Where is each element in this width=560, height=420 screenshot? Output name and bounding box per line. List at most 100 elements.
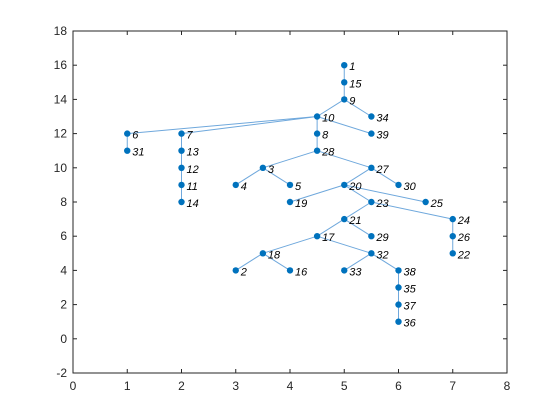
edge-21-17 xyxy=(316,218,345,237)
node-label-19: 19 xyxy=(295,198,307,210)
node-label-23: 23 xyxy=(375,198,389,210)
node-39 xyxy=(368,130,375,137)
node-9 xyxy=(341,96,348,103)
node-label-33: 33 xyxy=(349,266,362,278)
node-label-35: 35 xyxy=(404,284,417,296)
y-tick-label: 8 xyxy=(60,195,67,209)
y-tick-label: -2 xyxy=(56,366,67,380)
edge-10-39 xyxy=(316,116,372,135)
node-19 xyxy=(286,198,294,206)
node-34 xyxy=(368,113,375,120)
y-tick-label: 16 xyxy=(54,58,68,72)
node-label-9: 9 xyxy=(349,95,355,107)
edge-20-25 xyxy=(344,184,426,203)
node-label-22: 22 xyxy=(457,249,470,261)
y-tick-label: 14 xyxy=(54,92,68,106)
node-13 xyxy=(178,147,185,154)
node-label-2: 2 xyxy=(240,266,247,278)
x-tick-label: 7 xyxy=(449,379,456,393)
node-label-3: 3 xyxy=(268,164,275,176)
node-15 xyxy=(341,79,348,86)
edge-32-33 xyxy=(343,252,372,271)
node-label-13: 13 xyxy=(187,147,200,159)
node-17 xyxy=(313,233,321,240)
edge-21-29 xyxy=(343,218,372,237)
node-label-7: 7 xyxy=(187,130,194,142)
node-label-24: 24 xyxy=(457,215,470,227)
node-label-27: 27 xyxy=(375,164,389,176)
node-label-39: 39 xyxy=(376,130,388,142)
edge-18-16 xyxy=(262,252,291,271)
y-tick-label: 4 xyxy=(60,263,67,277)
edge-18-2 xyxy=(235,252,264,271)
node-14 xyxy=(178,198,185,206)
node-10 xyxy=(313,113,321,120)
node-25 xyxy=(422,198,429,206)
node-5 xyxy=(286,181,294,189)
y-tick-label: 0 xyxy=(60,332,67,346)
node-label-38: 38 xyxy=(404,266,417,278)
node-label-32: 32 xyxy=(376,249,388,261)
node-23 xyxy=(368,198,375,206)
edge-9-34 xyxy=(343,98,372,117)
edge-20-23 xyxy=(343,184,372,203)
node-2 xyxy=(232,267,239,274)
node-11 xyxy=(178,181,185,189)
node-label-1: 1 xyxy=(349,61,355,73)
node-label-36: 36 xyxy=(404,318,417,330)
edge-20-19 xyxy=(289,184,345,203)
x-tick-label: 4 xyxy=(287,379,294,393)
node-label-14: 14 xyxy=(187,198,199,210)
edge-27-30 xyxy=(371,167,399,186)
node-38 xyxy=(395,267,402,274)
edge-23-24 xyxy=(371,201,453,220)
node-label-17: 17 xyxy=(322,232,335,244)
node-label-34: 34 xyxy=(376,113,388,125)
node-33 xyxy=(341,267,348,274)
edge-28-3 xyxy=(262,150,318,169)
x-tick-label: 0 xyxy=(70,379,77,393)
node-label-30: 30 xyxy=(404,181,417,193)
node-30 xyxy=(395,181,402,189)
edge-28-27 xyxy=(316,150,372,169)
node-label-11: 11 xyxy=(187,181,198,193)
node-label-31: 31 xyxy=(132,147,144,159)
node-22 xyxy=(449,250,456,257)
edge-10-7 xyxy=(181,116,318,135)
node-label-37: 37 xyxy=(404,301,417,313)
node-label-8: 8 xyxy=(322,130,329,142)
x-tick-label: 2 xyxy=(178,379,185,393)
node-4 xyxy=(232,181,239,189)
x-tick-label: 8 xyxy=(504,379,511,393)
node-label-20: 20 xyxy=(348,181,362,193)
y-tick-label: 18 xyxy=(54,24,68,38)
edge-32-38 xyxy=(371,252,399,271)
node-label-12: 12 xyxy=(187,164,199,176)
node-label-16: 16 xyxy=(295,266,308,278)
node-7 xyxy=(178,130,185,137)
x-tick-label: 6 xyxy=(395,379,402,393)
node-24 xyxy=(449,215,456,223)
node-20 xyxy=(341,181,348,189)
edge-10-6 xyxy=(127,116,318,135)
edge-23-21 xyxy=(343,201,372,220)
x-tick-label: 3 xyxy=(232,379,239,393)
node-8 xyxy=(313,130,321,137)
y-tick-label: 12 xyxy=(54,127,68,141)
x-tick-label: 1 xyxy=(124,379,131,393)
nodes-layer xyxy=(124,61,456,325)
y-tick-label: 2 xyxy=(60,298,67,312)
node-21 xyxy=(341,215,348,223)
node-3 xyxy=(259,164,267,171)
node-label-5: 5 xyxy=(295,181,302,193)
node-27 xyxy=(368,164,375,171)
node-12 xyxy=(178,164,185,171)
node-label-4: 4 xyxy=(241,181,247,193)
node-26 xyxy=(449,233,456,240)
node-label-29: 29 xyxy=(375,232,388,244)
node-label-21: 21 xyxy=(348,215,361,227)
node-label-18: 18 xyxy=(268,249,281,261)
